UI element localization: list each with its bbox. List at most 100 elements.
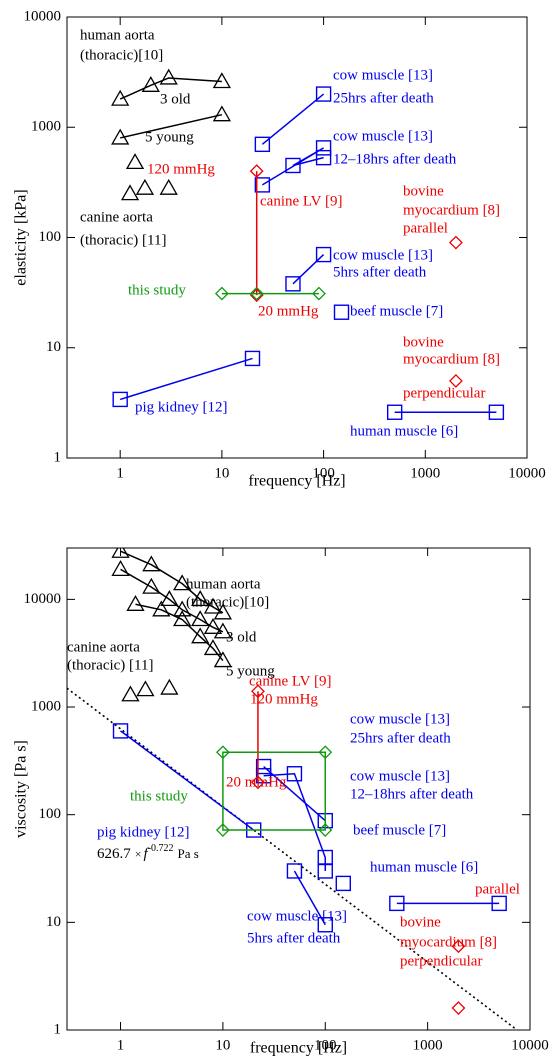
diamond-marker <box>249 164 264 179</box>
annotation: 25hrs after death <box>333 90 434 106</box>
x-tick-label: 100 <box>312 465 335 481</box>
annotation: cow muscle [13] <box>350 768 450 784</box>
annotation: perpendicular <box>403 385 485 401</box>
x-tick-label: 100 <box>314 1037 337 1053</box>
y-tick-label: 1000 <box>31 698 61 714</box>
y-tick-label: 1 <box>54 1021 62 1037</box>
triangle-marker <box>173 574 192 591</box>
triangle-marker <box>191 610 210 627</box>
plot-frame <box>66 547 531 1031</box>
x-tick-label: 1 <box>117 1037 125 1053</box>
plot-area <box>111 68 505 420</box>
annotation: canine LV [9] <box>249 673 331 689</box>
diamond-marker <box>318 823 333 837</box>
triangle-marker <box>111 89 130 106</box>
y-tick-label: 10 <box>46 339 61 355</box>
annotation: 120 mmHg <box>250 691 318 707</box>
series-line <box>292 254 325 285</box>
diamond-marker <box>214 286 229 301</box>
x-tick-label: 1000 <box>413 1037 443 1053</box>
square-marker <box>112 391 128 408</box>
square-marker <box>254 177 271 193</box>
annotation: human aorta <box>80 27 155 43</box>
triangle-marker <box>203 639 223 656</box>
diamond-marker <box>251 684 265 699</box>
annotation: 12–18hrs after death <box>350 786 474 802</box>
triangle-marker <box>125 153 145 170</box>
series-line <box>120 113 223 139</box>
fit-label-part: f <box>144 846 150 862</box>
square-marker <box>317 917 333 933</box>
diamond-marker <box>448 235 463 250</box>
series-line <box>293 870 326 926</box>
fit-label: 626.7 × f-0.722 Pa s <box>97 843 199 862</box>
x-tick-label: 10000 <box>508 465 546 481</box>
annotation: cow muscle [13] <box>333 67 433 83</box>
triangle-marker <box>141 76 160 92</box>
square-marker <box>386 404 403 420</box>
square-marker <box>285 276 301 292</box>
square-marker <box>317 863 333 879</box>
y-tick-label: 10 <box>46 914 61 930</box>
y-tick-label: 10000 <box>24 8 62 24</box>
square-marker <box>491 895 507 912</box>
plot: 1 10 100 1000 10000 1 10 100 1000 10000 frequency … <box>13 547 549 1057</box>
annotation: cow muscle [13] <box>333 247 433 263</box>
triangle-marker <box>173 610 192 627</box>
square-marker <box>335 875 351 892</box>
square-marker <box>286 766 303 782</box>
x-tick-label: 1000 <box>410 465 440 481</box>
fit-label-part: × <box>135 847 142 861</box>
annotation: (thoracic) [11] <box>80 232 166 248</box>
annotation: 20 mmHg <box>258 303 319 319</box>
x-axis-title: frequency [Hz] <box>248 473 345 490</box>
square-marker <box>488 404 505 420</box>
annotation: pig kidney [12] <box>135 399 227 415</box>
triangle-marker <box>191 590 210 607</box>
series-line <box>222 751 327 831</box>
annotation: bovine <box>400 914 441 930</box>
annotation: bovine <box>403 334 444 350</box>
annotation: 3 old <box>226 629 257 645</box>
diamond-marker <box>312 286 326 301</box>
annotation: 120 mmHg <box>147 161 215 177</box>
triangle-marker <box>213 651 233 668</box>
diamond-marker <box>249 286 264 301</box>
annotation: 12–18hrs after death <box>333 151 457 167</box>
triangle-marker <box>136 680 155 697</box>
fit-label-part: -0.722 <box>148 843 174 854</box>
triangle-marker <box>160 678 179 695</box>
series-line <box>120 730 255 831</box>
annotation: this study <box>130 788 188 804</box>
square-marker <box>315 86 332 102</box>
triangle-marker <box>203 618 223 634</box>
plot: 1 10 100 1000 10000 1 10 100 1000 10000 frequency … <box>13 8 546 489</box>
triangle-marker <box>159 68 178 85</box>
annotation: human aorta <box>186 576 261 592</box>
diamond-marker <box>251 775 265 790</box>
triangle-marker <box>121 685 140 702</box>
triangle-marker <box>191 627 210 644</box>
annotation: cow muscle [13] <box>247 908 347 924</box>
square-marker <box>333 304 350 320</box>
y-tick-label: 100 <box>39 229 62 245</box>
square-marker <box>315 246 332 263</box>
triangle-marker <box>135 178 155 195</box>
x-tick-label: 10 <box>215 1037 230 1053</box>
annotation: myocardium [8] <box>403 202 500 218</box>
diamond-marker <box>215 745 230 760</box>
plot-area <box>67 548 519 1030</box>
square-marker <box>389 895 405 912</box>
annotation: 5 young <box>145 129 194 145</box>
annotation: parallel <box>403 220 448 236</box>
triangle-marker <box>173 600 192 617</box>
diamond-marker <box>215 823 230 837</box>
triangle-marker <box>159 178 178 195</box>
diamond-marker <box>451 1001 466 1015</box>
annotation: beef muscle [7] <box>353 822 446 838</box>
annotation: canine aorta <box>67 639 140 655</box>
annotation: 5 young <box>226 663 275 679</box>
y-tick-label: 10000 <box>24 591 62 607</box>
x-tick-label: 10 <box>214 465 229 481</box>
